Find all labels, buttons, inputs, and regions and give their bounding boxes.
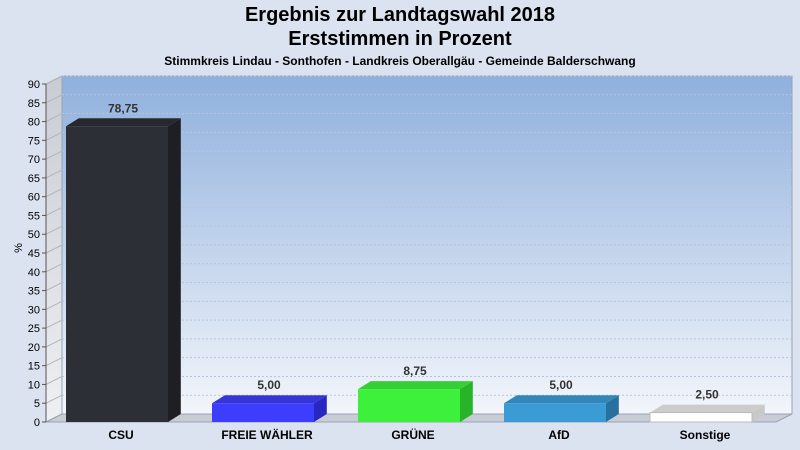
data-label: 2,50 [695, 388, 719, 402]
x-tick-label: GRÜNE [391, 427, 434, 442]
bar-top [212, 395, 327, 404]
y-tick-label: 45 [28, 248, 40, 260]
grid-line-side [45, 188, 63, 198]
grid-line-side [45, 394, 63, 404]
y-tick-label: 25 [28, 323, 40, 335]
grid-line-side [45, 244, 63, 254]
y-tick-label: 50 [28, 229, 40, 241]
y-tick-label: 60 [28, 192, 40, 204]
grid-line-side [45, 94, 63, 104]
y-tick-label: 80 [28, 117, 40, 129]
bar-top [504, 395, 619, 404]
grid-line-side [45, 75, 63, 85]
grid-line-side [45, 338, 63, 348]
y-tick-label: 30 [28, 304, 40, 316]
bar-top [66, 118, 181, 127]
y-tick-label: 10 [28, 379, 40, 391]
bar-side [606, 395, 619, 422]
bar-sonstige [649, 412, 753, 423]
grid-line-side [45, 169, 63, 179]
grid-line-side [45, 225, 63, 235]
grid-line-side [45, 131, 63, 141]
chart-subtitle: Stimmkreis Lindau - Sonthofen - Landkrei… [164, 54, 636, 68]
y-tick-label: 0 [34, 417, 40, 429]
x-tick-label: FREIE WÄHLER [221, 427, 313, 442]
bar-top [358, 381, 473, 390]
bar-side [314, 395, 327, 422]
y-tick-label: 5 [34, 398, 40, 410]
grid-line-side [45, 357, 63, 367]
data-label: 78,75 [108, 101, 138, 115]
y-tick-label: 65 [28, 173, 40, 185]
data-label: 5,00 [257, 378, 281, 392]
y-tick-label: 20 [28, 342, 40, 354]
bar-side [460, 381, 473, 422]
chart-title-line-2: Erststimmen in Prozent [288, 28, 512, 50]
bar-csu [66, 126, 168, 422]
y-tick-label: 35 [28, 286, 40, 298]
y-tick-label: 85 [28, 98, 40, 110]
bar-freie-w-hler [212, 403, 314, 422]
bar-gr-ne [358, 389, 460, 422]
y-tick-label: 70 [28, 154, 40, 166]
x-tick-label: CSU [108, 428, 133, 442]
grid-line-side [45, 113, 63, 123]
grid-line-side [45, 263, 63, 273]
grid-line-side [45, 319, 63, 329]
bar-side [168, 118, 181, 422]
bar-top [650, 404, 765, 413]
data-label: 8,75 [403, 364, 427, 378]
bar-afd [504, 403, 606, 422]
grid-line-side [45, 375, 63, 385]
x-tick-label: Sonstige [680, 428, 731, 442]
grid-line-side [45, 300, 63, 310]
x-tick-label: AfD [548, 428, 570, 442]
grid-line-side [45, 206, 63, 216]
grid-line-side [45, 282, 63, 292]
y-tick-label: 55 [28, 210, 40, 222]
grid-line-side [45, 150, 63, 160]
data-label: 5,00 [549, 378, 573, 392]
y-tick-label: 15 [28, 361, 40, 373]
bar-side [752, 404, 765, 422]
y-axis-label: % [13, 243, 25, 253]
chart-title: Ergebnis zur Landtagswahl 2018 [244, 4, 556, 26]
y-tick-label: 40 [28, 267, 40, 279]
y-tick-label: 75 [28, 135, 40, 147]
y-tick-label: 90 [28, 79, 40, 91]
